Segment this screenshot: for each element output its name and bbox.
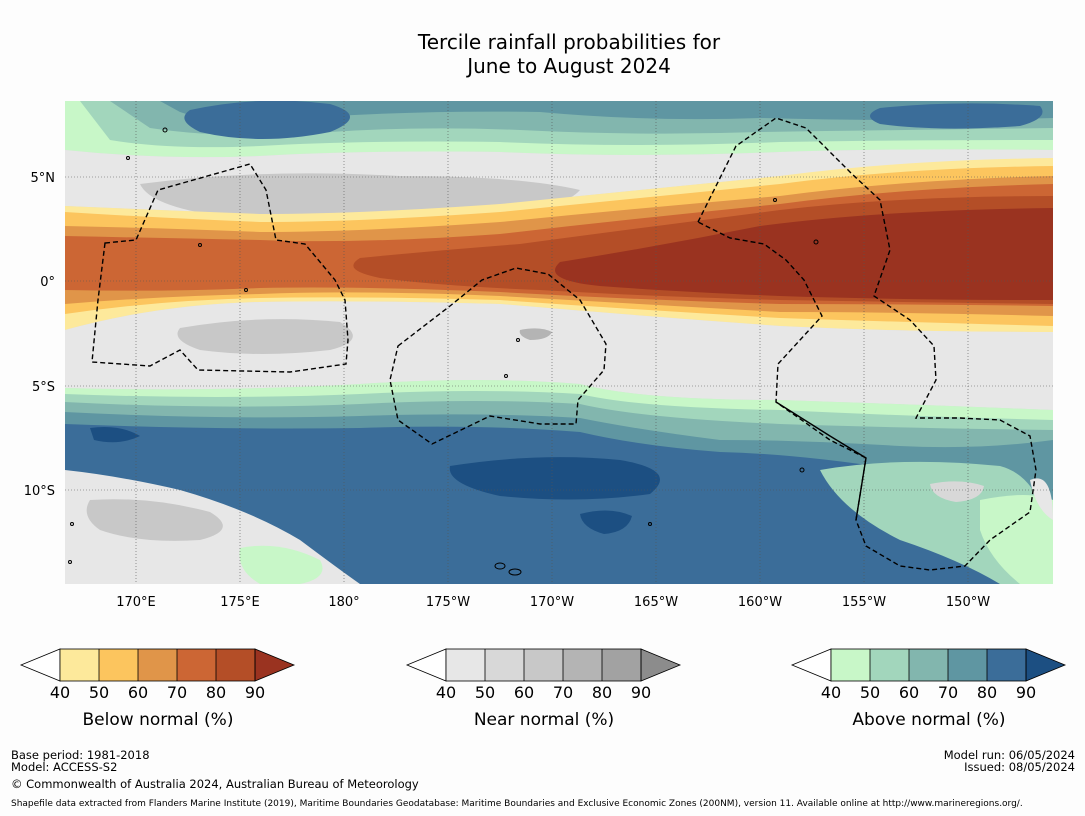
colorbar-swatch — [177, 649, 216, 681]
base-period: Base period: 1981-2018 — [11, 748, 150, 762]
lat-label: 5°S — [32, 380, 55, 395]
north-above-blob-80a — [184, 101, 350, 139]
se-above-region-40 — [980, 495, 1053, 584]
se-near-blob — [930, 481, 984, 502]
colorbar-max-triangle — [254, 648, 296, 682]
footer-right: Model run: 06/05/2024 Issued: 08/05/2024 — [944, 749, 1075, 773]
rainfall-map: 170°E 175°E 180° 175°W 170°W 165°W 160°W… — [24, 101, 1053, 610]
colorbar-tick: 50 — [475, 683, 495, 702]
north-above-blob-80b — [870, 103, 1043, 129]
eez-boundary-phoenix — [389, 267, 607, 445]
colorbar-tick: 80 — [977, 683, 997, 702]
colorbar-swatch — [870, 649, 909, 681]
colorbar-near-normal: 40 50 60 70 80 90 Near normal (%) — [405, 648, 682, 730]
colorbar-min-triangle — [19, 648, 61, 682]
colorbar-tick: 60 — [899, 683, 919, 702]
colorbar-max-triangle — [640, 648, 682, 682]
south-above-blob-90c — [580, 510, 632, 534]
eq-below-band-90 — [555, 208, 1053, 300]
lon-label: 155°W — [842, 595, 886, 610]
colorbar-tick: 40 — [50, 683, 70, 702]
eez-boundary-line-islands — [697, 117, 1037, 571]
north-above-band-70 — [160, 101, 1053, 121]
colorbar-label: Near normal (%) — [474, 710, 614, 730]
colorbar-swatch — [602, 649, 641, 681]
colorbar-tick: 80 — [592, 683, 612, 702]
colorbar-swatch — [948, 649, 987, 681]
south-near-blob-60 — [177, 319, 353, 354]
colorbar-above-normal: 40 50 60 70 80 90 Above normal (%) — [790, 648, 1067, 730]
shapefile-credit: Shapefile data extracted from Flanders M… — [11, 799, 1023, 809]
colorbar-below-normal: 40 50 60 70 80 90 Below normal (%) — [19, 648, 296, 730]
colorbar-max-triangle — [1025, 648, 1067, 682]
se-near-blob-2 — [1030, 478, 1053, 520]
colorbar-tick: 90 — [1016, 683, 1036, 702]
issued-date: Issued: 08/05/2024 — [964, 760, 1075, 774]
page-title: Tercile rainfall probabilities for June … — [0, 30, 1085, 78]
colorbar-tick: 50 — [860, 683, 880, 702]
lon-axis-labels: 170°E 175°E 180° 175°W 170°W 165°W 160°W… — [116, 595, 990, 610]
title-line-1: Tercile rainfall probabilities for — [417, 30, 721, 54]
colorbar-tick: 90 — [245, 683, 265, 702]
colorbar-min-triangle — [790, 648, 832, 682]
colorbar-tick: 70 — [938, 683, 958, 702]
model-run: Model run: 06/05/2024 — [943, 748, 1075, 762]
colorbar-swatch — [909, 649, 948, 681]
colorbar-tick: 40 — [821, 683, 841, 702]
colorbar-swatch — [446, 649, 485, 681]
lat-axis-labels: 5°N 0° 5°S 10°S — [24, 171, 55, 499]
colorbar-swatch — [60, 649, 99, 681]
south-above-band-80 — [65, 424, 1053, 584]
lon-label: 180° — [328, 595, 359, 610]
lon-label: 150°W — [946, 595, 990, 610]
colorbar-swatch — [216, 649, 255, 681]
lat-label: 10°S — [24, 484, 55, 499]
sw-above-strip — [239, 545, 323, 584]
south-above-blob-90a — [90, 427, 140, 443]
colorbar-swatch — [524, 649, 563, 681]
colorbar-tick: 40 — [436, 683, 456, 702]
copyright: © Commonwealth of Australia 2024, Austra… — [11, 777, 419, 791]
colorbar-tick: 70 — [553, 683, 573, 702]
colorbar-tick: 70 — [167, 683, 187, 702]
maritime-boundary-solid — [775, 401, 867, 521]
colorbar-label: Below normal (%) — [83, 710, 234, 730]
colorbar-swatch — [987, 649, 1026, 681]
islands — [68, 127, 819, 576]
lat-label: 0° — [40, 275, 55, 290]
colorbar-swatch — [563, 649, 602, 681]
map-plot-area — [65, 101, 1053, 584]
lon-label: 165°W — [634, 595, 678, 610]
colorbars: 40 50 60 70 80 90 Below normal (%) 40 50… — [19, 648, 1067, 730]
lon-label: 175°E — [220, 595, 260, 610]
south-above-blob-90b — [449, 457, 660, 500]
model-name: Model: ACCESS-S2 — [11, 760, 118, 774]
eez-boundary-kiribati-gilberts — [91, 163, 349, 373]
lon-label: 160°W — [738, 595, 782, 610]
footer-left: Base period: 1981-2018 Model: ACCESS-S2 … — [11, 749, 419, 790]
colorbar-swatch — [485, 649, 524, 681]
colorbar-tick: 50 — [89, 683, 109, 702]
title-line-2: June to August 2024 — [467, 54, 671, 78]
colorbar-swatch — [831, 649, 870, 681]
colorbar-tick: 90 — [631, 683, 651, 702]
graticule — [65, 101, 1053, 584]
lon-label: 175°W — [426, 595, 470, 610]
colorbar-swatch — [99, 649, 138, 681]
lat-label: 5°N — [31, 171, 56, 186]
eez-boundaries — [91, 117, 1037, 571]
colorbar-min-triangle — [405, 648, 447, 682]
colorbar-label: Above normal (%) — [852, 710, 1005, 730]
lon-label: 170°W — [530, 595, 574, 610]
south-near-blob-70 — [519, 328, 552, 340]
colorbar-tick: 80 — [206, 683, 226, 702]
colorbar-tick: 60 — [128, 683, 148, 702]
sw-near-blob-60 — [86, 499, 223, 541]
colorbar-tick: 60 — [514, 683, 534, 702]
colorbar-swatch — [138, 649, 177, 681]
lon-label: 170°E — [116, 595, 156, 610]
